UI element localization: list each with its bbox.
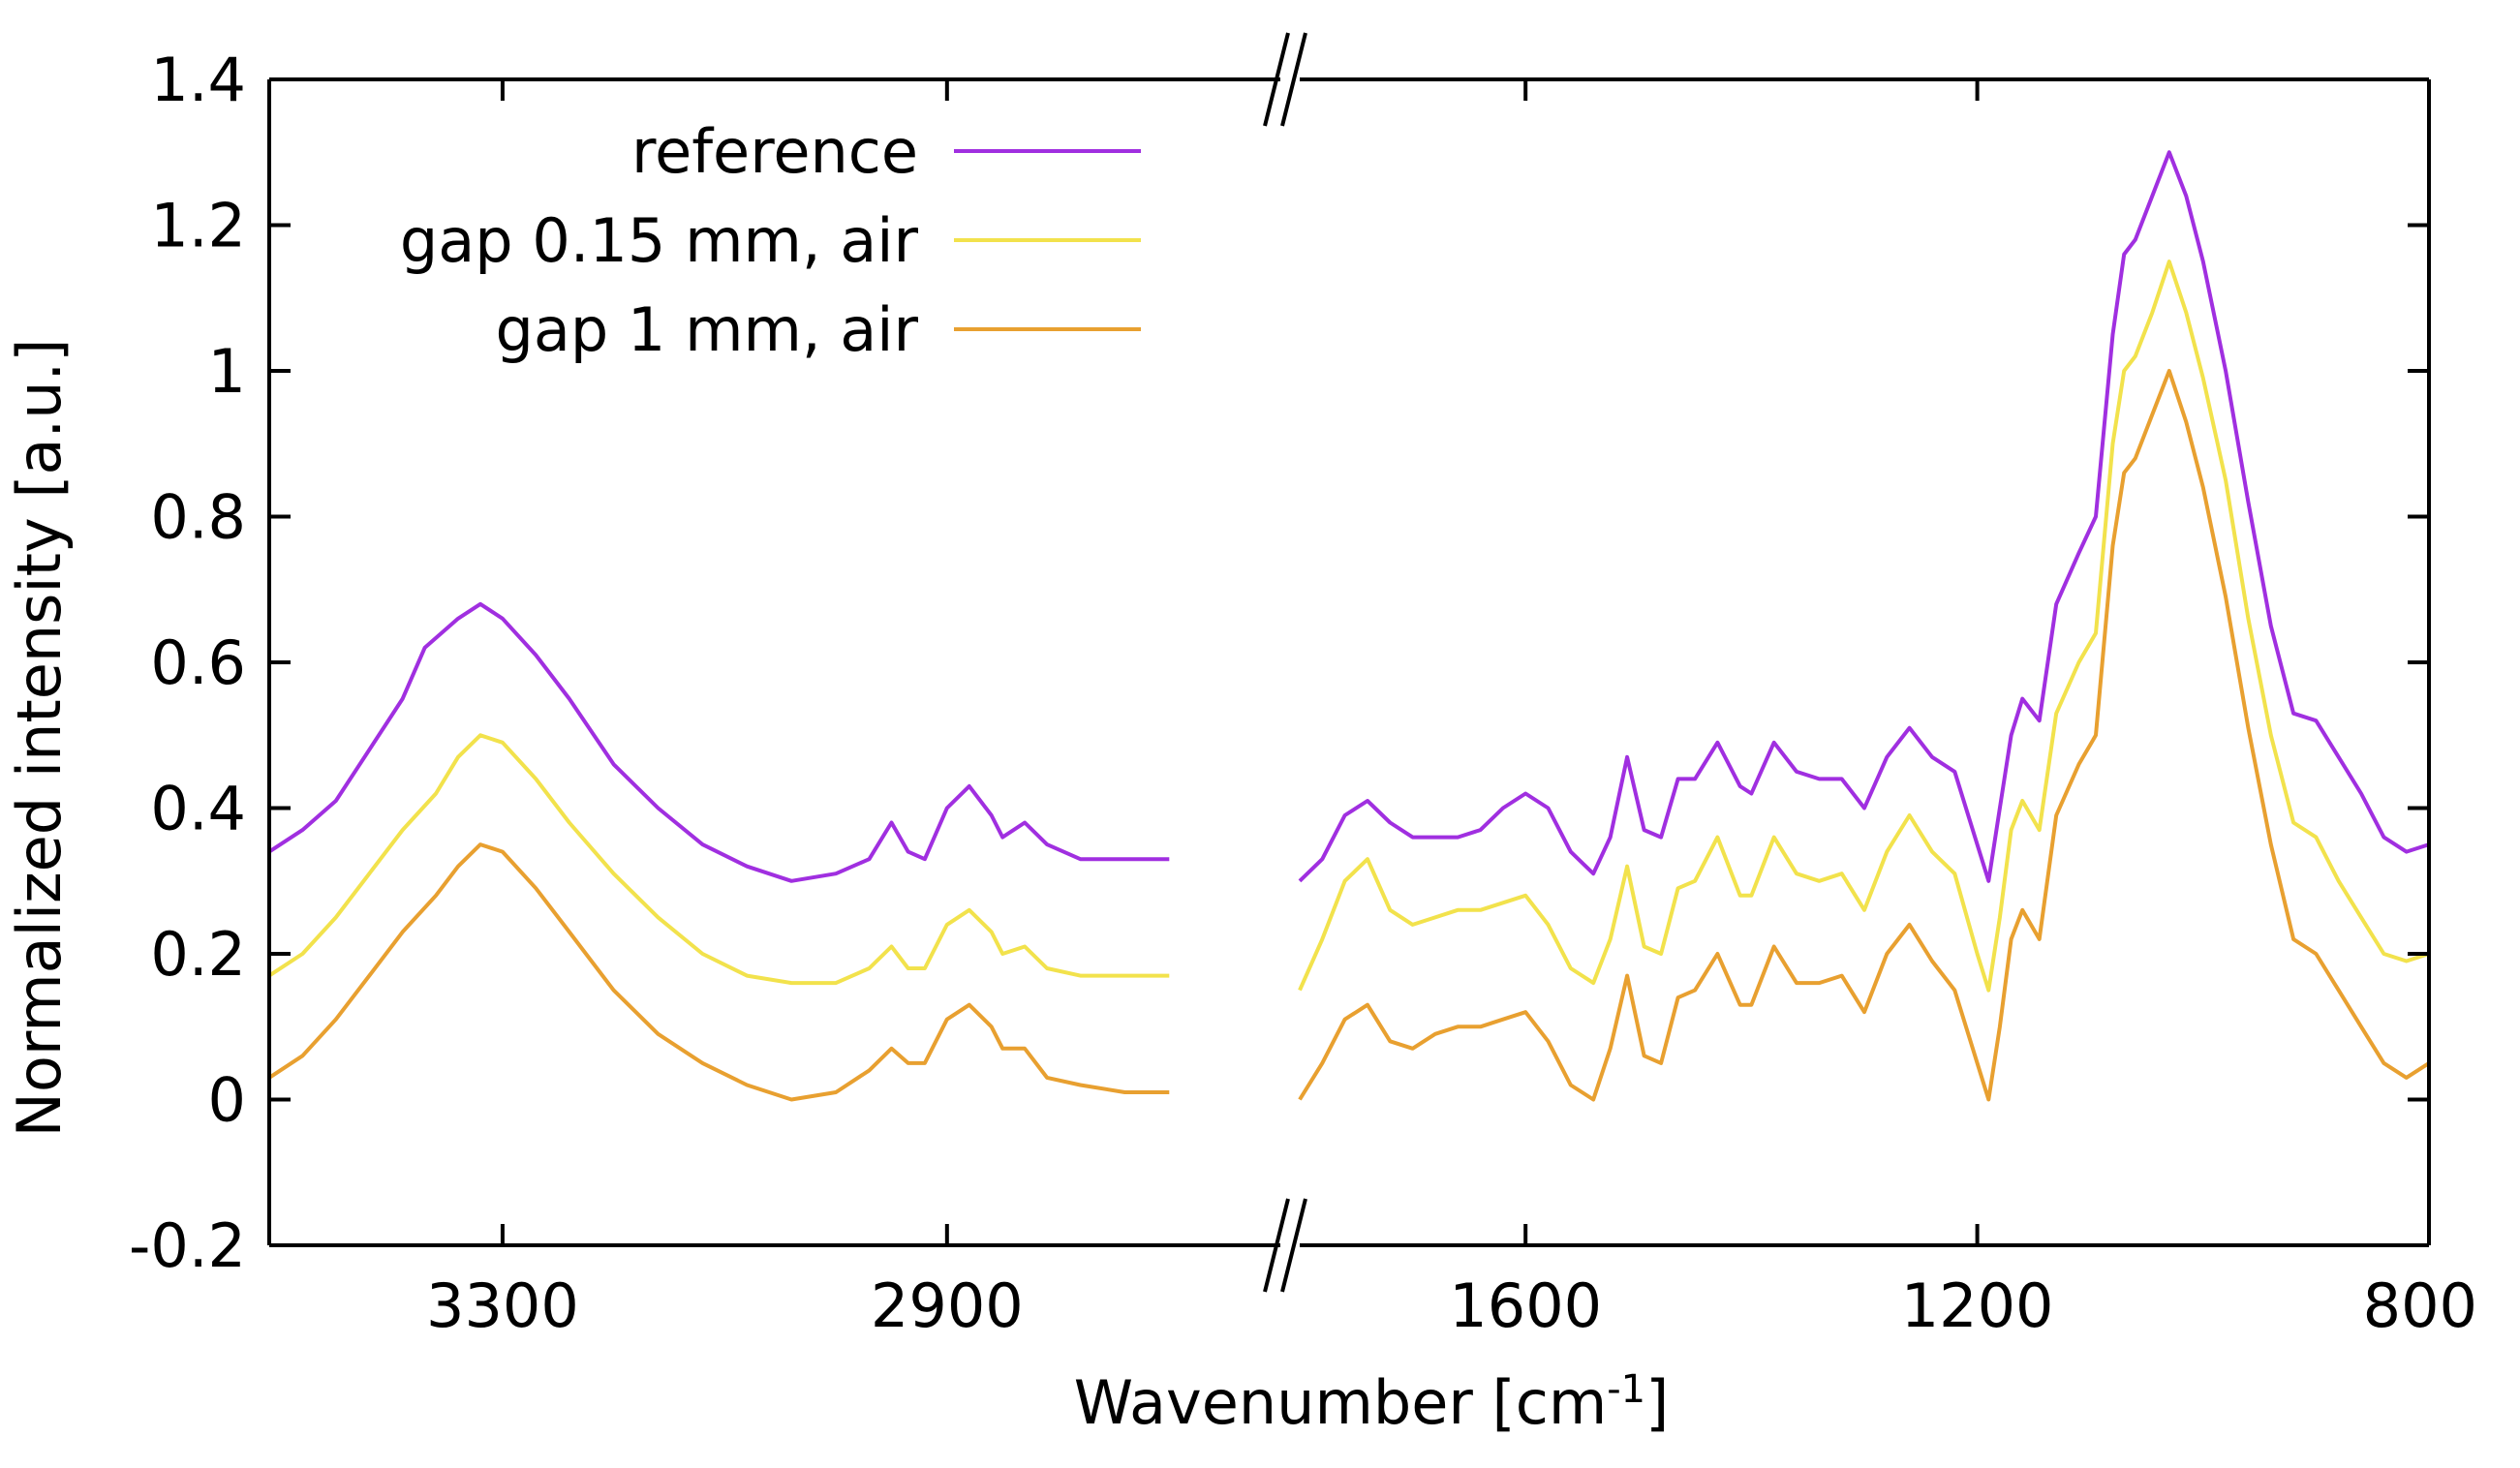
x-tick-label: 800 [2363,1270,2477,1341]
series-line-2-segment-1 [267,733,1170,986]
x-axis-title-main: Wavenumber [cm [1074,1367,1608,1438]
legend-label-2: gap 0.15 mm, air [400,205,919,276]
x-axis-title-end: ] [1645,1367,1669,1438]
y-tick-label: 0.2 [150,919,246,990]
axis-break-mark-top-1 [1263,32,1290,127]
ticks-layer: -0.2 0 0.2 0.4 0.6 0.8 1 1.2 1.4 3300 2900 1600 1200… [129,45,2477,1341]
y-tick-label: 1.4 [150,45,246,115]
y-tick-label: 0.4 [150,774,246,844]
y-tick-label: 0.8 [150,482,246,553]
y-tick-label: 1 [208,336,246,407]
y-tick-label: 1.2 [150,191,246,261]
x-axis-title-superscript: -1 [1607,1367,1645,1412]
series-line-3-segment-1 [267,842,1170,1102]
series-line-1-segment-2 [1298,150,2430,883]
axes-layer [267,77,2431,1247]
x-axis-title: Wavenumber [cm-1] [1074,1367,1670,1438]
series-line-3-segment-2 [1298,369,2431,1102]
legend-label-3: gap 1 mm, air [496,294,919,365]
axis-break-layer [1263,32,1307,1293]
series-line-2-segment-2 [1298,260,2430,993]
y-tick-label: 0.6 [150,627,246,698]
y-axis-title: Normalized intensity [a.u.] [4,339,75,1138]
axis-break-mark-bottom-1 [1263,1198,1290,1293]
y-tick-label: 0 [208,1065,246,1136]
x-tick-label: 3300 [426,1270,579,1341]
y-tick-label: -0.2 [129,1210,246,1281]
legend-label-1: reference [631,116,918,187]
legend: reference gap 0.15 mm, air gap 1 mm, air [400,116,1141,365]
axis-break-mark-top-2 [1280,32,1307,127]
axis-break-mark-bottom-2 [1280,1198,1307,1293]
x-tick-label: 1200 [1901,1270,2054,1341]
series-line-1-segment-1 [267,601,1170,883]
x-tick-label: 2900 [871,1270,1024,1341]
series-layer [267,150,2431,1102]
x-tick-label: 1600 [1449,1270,1602,1341]
